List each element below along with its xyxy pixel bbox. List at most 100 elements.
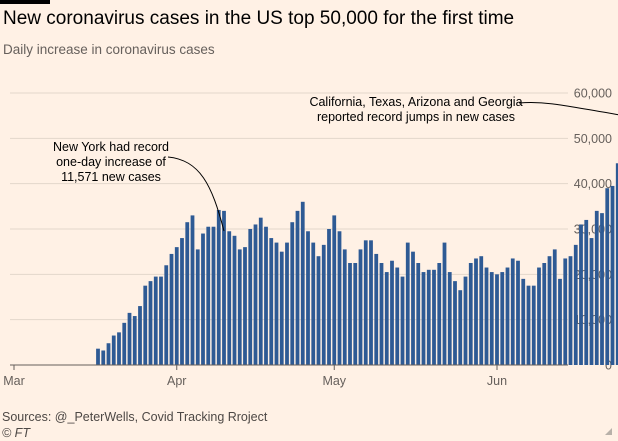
x-tick-label: Mar <box>3 374 25 388</box>
x-tick-label: Apr <box>167 374 186 388</box>
bar <box>479 256 484 365</box>
bar <box>516 260 520 365</box>
bar <box>474 258 478 365</box>
bar <box>390 260 394 365</box>
bar <box>573 244 578 365</box>
bar <box>211 226 216 365</box>
bar <box>552 249 557 365</box>
chart-title: New coronavirus cases in the US top 50,0… <box>3 8 515 29</box>
bar <box>243 247 247 365</box>
bar <box>510 258 515 365</box>
annotation-text: 11,571 new cases <box>61 170 161 184</box>
bar <box>526 285 531 365</box>
bar <box>227 231 232 365</box>
x-tick-label: Jun <box>487 374 507 388</box>
bar <box>274 242 279 365</box>
bar <box>458 290 463 365</box>
bar <box>253 224 258 365</box>
bar <box>468 263 473 365</box>
bar <box>232 235 237 365</box>
bar <box>400 276 405 365</box>
bar <box>563 258 568 365</box>
bar <box>311 242 316 365</box>
bar <box>358 249 363 365</box>
bar <box>579 224 583 365</box>
bar <box>306 231 310 365</box>
bar <box>584 219 589 365</box>
bar <box>96 348 100 365</box>
bar <box>180 238 184 365</box>
bar <box>185 222 190 365</box>
bar <box>547 256 552 365</box>
bar <box>437 263 442 365</box>
annotation-text: California, Texas, Arizona and Georgia <box>309 95 522 109</box>
bar <box>605 188 610 365</box>
bar <box>117 332 121 365</box>
bar <box>132 316 137 365</box>
bar <box>374 253 379 365</box>
bar <box>127 312 132 365</box>
bar <box>174 247 179 365</box>
bar <box>138 306 142 365</box>
bar <box>111 335 116 365</box>
annotation-text: New York had record <box>53 140 169 154</box>
bar <box>348 263 352 365</box>
bar <box>405 242 410 365</box>
bar <box>164 265 169 365</box>
bar <box>379 263 384 365</box>
chart-subtitle: Daily increase in coronavirus cases <box>3 42 215 57</box>
bar <box>332 215 337 365</box>
y-tick-label: 60,000 <box>574 87 612 101</box>
bar <box>195 249 200 365</box>
annotation-text: reported record jumps in new cases <box>317 110 515 124</box>
ft-brand-bar <box>0 0 50 4</box>
bar <box>395 267 400 365</box>
y-tick-label: 40,000 <box>574 177 612 191</box>
bar <box>589 238 594 365</box>
bar <box>453 281 457 365</box>
bar <box>542 263 547 365</box>
bar <box>594 210 599 365</box>
bar <box>600 213 604 365</box>
bar <box>337 231 342 365</box>
bar <box>384 272 389 365</box>
bar <box>295 210 300 365</box>
bar <box>190 215 195 365</box>
bar <box>216 209 221 365</box>
bar <box>411 251 415 365</box>
bar <box>505 267 510 365</box>
bar <box>484 267 489 365</box>
sources-note: Sources: @_PeterWells, Covid Tracking Rr… <box>2 410 268 424</box>
bar <box>143 285 148 365</box>
bar <box>206 226 211 365</box>
bar <box>489 272 494 365</box>
bar <box>300 201 305 365</box>
bar <box>442 242 447 365</box>
bar <box>201 233 205 365</box>
bar <box>568 256 573 365</box>
bar <box>363 240 368 365</box>
bar <box>500 272 505 365</box>
annotation-connector <box>518 101 618 116</box>
bar <box>495 274 499 365</box>
bar <box>353 263 358 365</box>
bar <box>537 267 541 365</box>
bar <box>531 285 536 365</box>
bar <box>222 210 226 365</box>
annotation-connector <box>167 156 225 232</box>
x-tick-label: May <box>322 374 346 388</box>
bar <box>432 269 436 365</box>
bar <box>426 269 431 365</box>
bar <box>416 263 421 365</box>
bar <box>316 256 321 365</box>
bar <box>101 350 106 365</box>
corner-marker <box>605 428 612 435</box>
bar <box>369 240 373 365</box>
annotation-text: one-day increase of <box>56 155 166 169</box>
bar <box>279 251 284 365</box>
ft-credit: © FT <box>2 426 30 440</box>
bar <box>558 278 562 365</box>
bar <box>421 272 426 365</box>
bar <box>258 217 263 365</box>
